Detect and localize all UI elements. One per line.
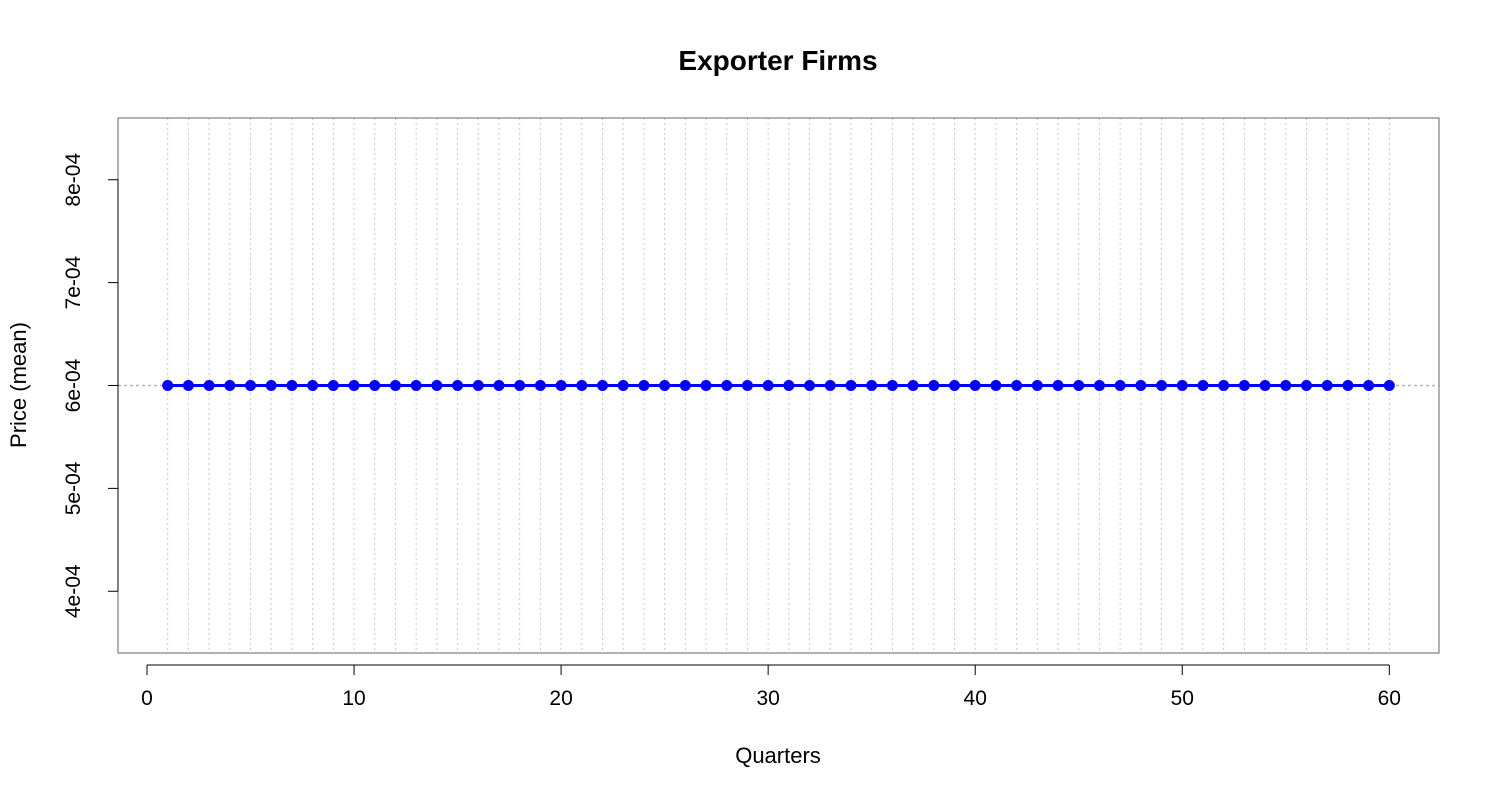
data-point — [617, 380, 629, 391]
data-point — [224, 380, 236, 391]
data-point — [348, 380, 360, 391]
data-point — [369, 380, 381, 391]
x-axis-label: Quarters — [735, 743, 821, 768]
x-tick-label: 30 — [756, 687, 779, 710]
data-point — [721, 380, 733, 391]
x-tick-label: 50 — [1171, 687, 1194, 710]
x-tick-label: 60 — [1378, 687, 1401, 710]
data-point — [679, 380, 691, 391]
y-tick-label: 5e-04 — [62, 461, 85, 515]
data-point — [597, 380, 609, 391]
data-point — [576, 380, 588, 391]
data-point — [1114, 380, 1126, 391]
data-point — [286, 380, 298, 391]
data-point — [472, 380, 484, 391]
data-point — [1259, 380, 1271, 391]
data-point — [1093, 380, 1105, 391]
data-point — [990, 380, 1002, 391]
data-point — [1321, 380, 1333, 391]
data-point — [389, 380, 401, 391]
data-point — [741, 380, 753, 391]
data-point — [804, 380, 816, 391]
series-group — [162, 380, 1395, 391]
data-point — [1383, 380, 1395, 391]
data-point — [1363, 380, 1375, 391]
data-point — [555, 380, 567, 391]
data-point — [1342, 380, 1354, 391]
data-point — [866, 380, 878, 391]
x-axis: 0 10 20 30 40 50 60 — [141, 664, 1401, 710]
data-point — [1218, 380, 1230, 391]
data-point — [886, 380, 898, 391]
data-point — [203, 380, 215, 391]
data-point — [928, 380, 940, 391]
data-point — [659, 380, 671, 391]
data-point — [493, 380, 505, 391]
data-point — [948, 380, 960, 391]
data-point — [1011, 380, 1023, 391]
data-point — [762, 380, 774, 391]
data-point — [700, 380, 712, 391]
x-tick-label: 20 — [549, 687, 572, 710]
chart-title: Exporter Firms — [678, 45, 877, 76]
y-tick-label: 4e-04 — [62, 564, 85, 618]
data-point — [162, 380, 174, 391]
data-point — [452, 380, 464, 391]
data-point — [1156, 380, 1168, 391]
data-point — [824, 380, 836, 391]
data-point — [1197, 380, 1209, 391]
data-point — [534, 380, 546, 391]
data-point — [783, 380, 795, 391]
data-point — [1176, 380, 1188, 391]
data-point — [1300, 380, 1312, 391]
data-point — [182, 380, 194, 391]
data-point — [1073, 380, 1085, 391]
y-tick-label: 7e-04 — [62, 255, 85, 309]
x-tick-label: 0 — [141, 687, 153, 710]
data-point — [265, 380, 277, 391]
data-point — [1280, 380, 1292, 391]
data-point — [1238, 380, 1250, 391]
data-point — [845, 380, 857, 391]
y-tick-label: 8e-04 — [62, 153, 85, 207]
data-point — [431, 380, 443, 391]
data-point — [307, 380, 319, 391]
y-axis-label: Price (mean) — [6, 322, 31, 448]
data-point — [327, 380, 339, 391]
data-point — [1135, 380, 1147, 391]
data-point — [1031, 380, 1043, 391]
data-point — [1052, 380, 1064, 391]
x-tick-label: 10 — [342, 687, 365, 710]
data-point — [638, 380, 650, 391]
data-point — [410, 380, 422, 391]
data-point — [514, 380, 526, 391]
grid-lines — [167, 118, 1390, 653]
x-tick-label: 40 — [964, 687, 987, 710]
data-point — [245, 380, 257, 391]
y-tick-label: 6e-04 — [62, 358, 85, 412]
data-point — [969, 380, 981, 391]
data-point — [907, 380, 919, 391]
y-axis: 4e-04 5e-04 6e-04 7e-04 8e-04 — [62, 153, 119, 618]
